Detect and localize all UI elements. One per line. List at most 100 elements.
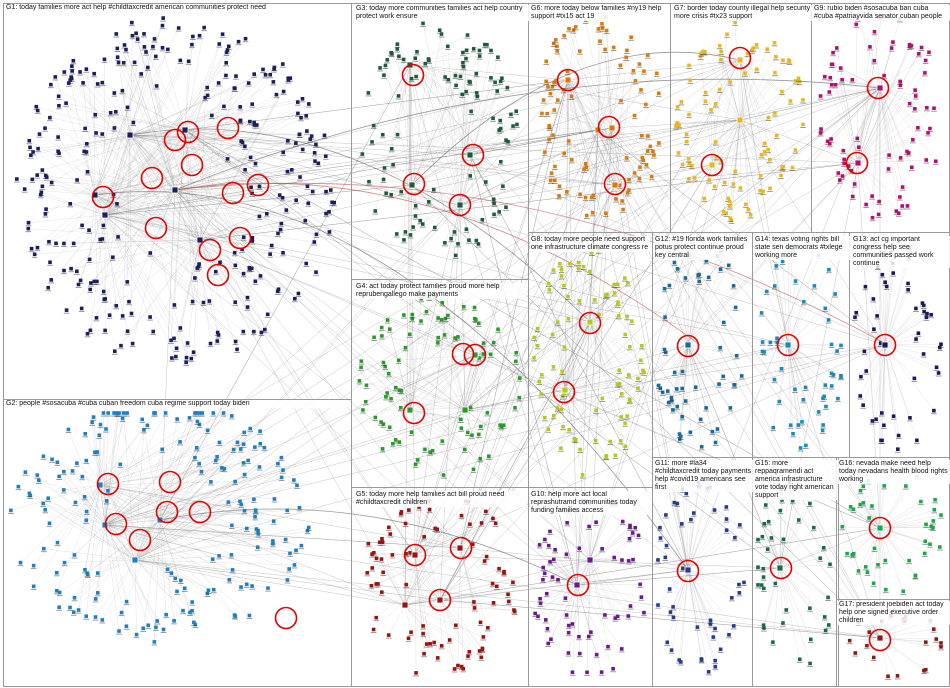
- edge: [134, 530, 308, 561]
- edge: [34, 239, 201, 255]
- edge: [70, 189, 176, 204]
- edge: [439, 204, 461, 601]
- edge: [104, 524, 127, 627]
- edge: [129, 63, 283, 136]
- edge: [597, 129, 630, 180]
- edge: [184, 129, 566, 391]
- node: [154, 54, 158, 59]
- edge: [564, 389, 616, 456]
- edge: [134, 354, 476, 561]
- edge: [474, 87, 881, 356]
- edge: [881, 344, 886, 413]
- edge: [884, 338, 917, 346]
- edge: [134, 344, 886, 561]
- edge: [560, 321, 591, 449]
- edge: [678, 119, 741, 154]
- edge: [554, 109, 599, 131]
- edge: [564, 372, 645, 391]
- edge: [589, 321, 622, 418]
- edge: [134, 559, 137, 635]
- edge: [568, 584, 578, 626]
- edge: [439, 599, 442, 646]
- edge: [611, 127, 689, 571]
- edge: [129, 134, 461, 549]
- edge: [469, 129, 599, 156]
- edge: [129, 134, 313, 192]
- edge: [879, 485, 907, 529]
- node: [314, 142, 318, 147]
- edge: [882, 274, 886, 346]
- edge: [41, 192, 106, 216]
- edge: [779, 344, 789, 402]
- edge: [99, 484, 242, 588]
- edge: [103, 129, 186, 226]
- edge: [739, 81, 800, 121]
- edge: [184, 129, 218, 333]
- edge: [459, 204, 479, 245]
- edge: [762, 341, 789, 346]
- edge: [64, 559, 136, 563]
- edge: [414, 79, 569, 556]
- edge: [129, 106, 241, 136]
- edge: [779, 567, 811, 640]
- edge: [464, 321, 591, 411]
- edge: [588, 559, 591, 637]
- edge: [779, 519, 799, 569]
- edge: [711, 164, 761, 191]
- edge: [87, 519, 161, 574]
- edge: [462, 62, 471, 156]
- edge: [597, 47, 614, 131]
- edge: [614, 146, 651, 186]
- edge: [576, 584, 592, 633]
- highlight-ring: [676, 334, 700, 358]
- highlight-ring: [140, 166, 164, 190]
- edge: [104, 204, 461, 526]
- edge: [857, 162, 867, 205]
- edge: [174, 189, 198, 269]
- highlight-ring: [866, 76, 890, 100]
- edge: [150, 189, 176, 254]
- highlight-ring: [403, 543, 427, 567]
- edge: [63, 471, 136, 561]
- edge: [409, 409, 504, 426]
- edge: [94, 239, 201, 282]
- edge: [36, 106, 131, 136]
- edge: [842, 79, 881, 89]
- edge: [464, 343, 484, 411]
- edge: [674, 344, 689, 373]
- edge: [117, 48, 186, 131]
- edge: [81, 129, 186, 226]
- edges-g2: [10, 412, 309, 642]
- edge: [687, 322, 724, 346]
- edge: [840, 68, 859, 164]
- edge: [454, 204, 461, 232]
- node: [148, 315, 152, 319]
- highlight-ring: [566, 573, 590, 597]
- edge: [129, 134, 591, 561]
- edge: [553, 321, 591, 416]
- edge: [459, 547, 505, 574]
- edge: [879, 524, 927, 529]
- edge: [184, 117, 302, 131]
- edge: [99, 484, 149, 626]
- edge: [549, 125, 616, 186]
- highlight-ring: [776, 333, 800, 357]
- edge: [64, 71, 201, 241]
- edge: [868, 480, 881, 529]
- edge: [879, 87, 912, 168]
- edge: [104, 413, 119, 526]
- edge: [687, 569, 698, 628]
- edge: [573, 30, 616, 186]
- edges-curved: [94, 51, 889, 586]
- edge: [879, 87, 916, 97]
- edge: [680, 569, 689, 662]
- edge: [739, 117, 769, 121]
- edge: [884, 344, 911, 418]
- edge: [576, 569, 689, 586]
- edge: [76, 463, 101, 486]
- edge: [51, 134, 131, 183]
- edge: [564, 389, 628, 417]
- edge: [104, 412, 120, 526]
- edge: [159, 344, 886, 521]
- edge: [583, 169, 616, 186]
